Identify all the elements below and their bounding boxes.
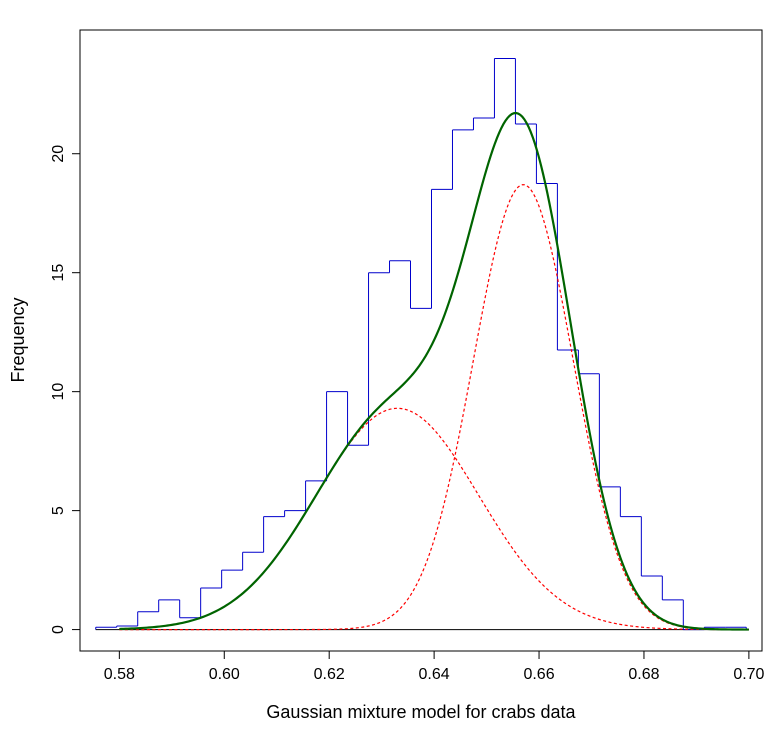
mixture-curve [119,111,749,631]
y-tick-label: 5 [50,506,67,515]
y-tick-label: 15 [50,264,67,282]
x-tick-label: 0.66 [523,666,554,683]
y-tick-label: 10 [50,383,67,401]
y-axis-title: Frequency [8,297,28,382]
plot-frame [79,29,763,652]
y-tick-label: 20 [50,145,67,163]
x-tick-label: 0.68 [628,666,659,683]
y-tick-label: 0 [50,625,67,634]
x-tick-label: 0.60 [209,666,240,683]
mixture-curve-group [119,111,749,631]
x-axis: 0.58 0.60 0.62 0.64 0.66 0.68 0.70 [104,650,765,683]
x-tick-label: 0.62 [314,666,345,683]
y-axis: 0 5 10 15 20 [50,145,81,634]
x-tick-label: 0.58 [104,666,135,683]
component-curve [119,407,749,631]
component-curves [119,184,749,631]
x-tick-label: 0.64 [419,666,450,683]
component-curve [119,184,749,631]
x-axis-title: Gaussian mixture model for crabs data [266,702,576,722]
histogram [95,58,747,631]
x-tick-label: 0.70 [733,666,764,683]
